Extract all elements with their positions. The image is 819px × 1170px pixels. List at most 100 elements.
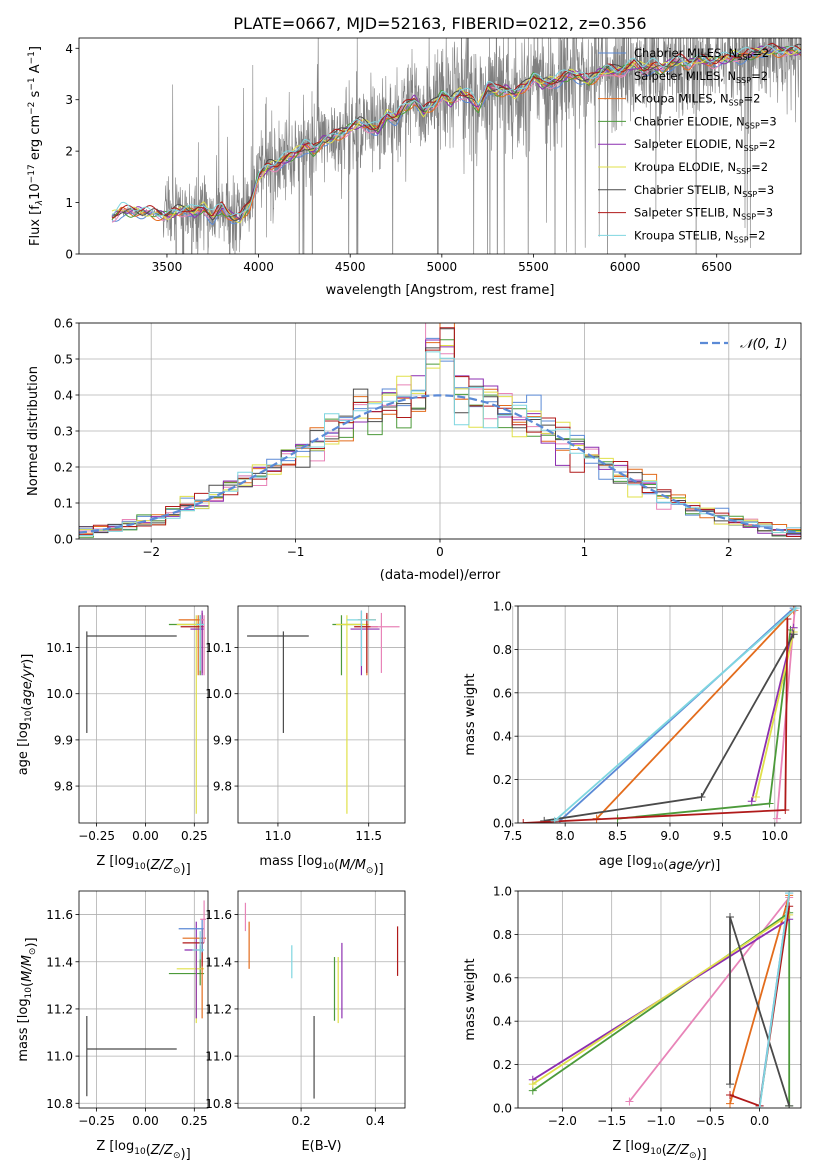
x-tick-label: 0 [436,545,444,559]
legend-nssp: =3 [760,114,777,128]
legend-label: 𝒩(0, 1) [740,337,787,352]
x-tick-label: 8.5 [608,829,627,843]
weight-line-kroupa_miles [595,609,795,820]
axes-frame [78,890,209,1109]
legend-label: Kroupa ELODIE, NSSP=2 [634,160,768,176]
label-part: λ [35,200,45,206]
legend-nssp: =2 [749,228,766,242]
weight-marker-chabrier_stelib [540,816,549,823]
chart-age_vs_Z: −0.25 0.00 0.259.89.910.010.1Z [log10(Z/Z⊙… [16,605,209,877]
legend-label: Salpeter MILES, NSSP=2 [634,69,768,85]
legend-nssp: =3 [756,206,773,220]
y-tick-label: 0.2 [54,461,73,475]
y-tick-label: 1.0 [493,600,512,614]
label-part: )] [24,937,39,947]
x-tick-label: 5500 [518,260,549,274]
label-part: 10 [134,1147,146,1157]
legend-text: Kroupa STELIB, N [634,228,734,242]
x-tick-label: 0.00 [132,1114,159,1128]
x-tick-label: 6500 [701,260,732,274]
label-part: ( [20,706,35,711]
x-tick-label: 1 [581,545,589,559]
y-tick-label: 0.6 [493,686,512,700]
y-axis-label: age [log10(age/yr)] [16,654,35,776]
x-tick-label: 4500 [335,260,366,274]
label-part: age/yr [20,662,35,705]
x-tick-label: 3500 [152,260,183,274]
legend-label: Chabrier MILES, NSSP=2 [634,46,769,62]
y-tick-label: 0.5 [54,353,73,367]
label-part: 10 [24,987,34,999]
weight-marker-kroupa_elodie [751,792,760,801]
x-axis-label: wavelength [Angstrom, rest frame] [326,283,555,298]
chart-mass_vs_ebv: 0.2 0.4 10.8 11.0 11.2 11.4 11.6 E(B-V) [205,890,406,1154]
y-tick-label: 4 [65,42,73,56]
chart-residuals: −2 −1 0 1 2 0.0 0.1 0.2 0.3 0.4 0.5 0.6 (data-model)… [26,317,802,583]
data-spectrum [111,38,801,254]
label-part: ( [663,858,668,873]
x-tick-label: 9.0 [660,829,679,843]
legend-sub: SSP [745,121,760,130]
weight-marker-kroupa_stelib [791,606,800,613]
label-part: )] [181,1147,191,1162]
label-part: 10 [652,862,664,872]
weight-marker-salpeter_stelib [781,805,790,814]
y-tick-label: 3 [65,93,73,107]
label-part: ( [146,858,151,873]
weight-marker-chabrier_stelib [726,1080,735,1089]
weight-marker-salpeter_miles [625,1097,634,1106]
legend-sub: SSP [736,76,751,85]
y-tick-label: 10.1 [46,641,73,655]
x-tick-label: 0.25 [181,829,208,843]
x-tick-label: −1.5 [597,1114,626,1128]
x-tick-label: 8.0 [556,829,575,843]
x-tick-label: 11.0 [265,829,292,843]
x-tick-label: −1.0 [646,1114,675,1128]
y-tick-label: 11.6 [46,908,73,922]
label-part: Z [679,1143,690,1158]
legend-sub: SSP [741,213,756,222]
weight-marker-salpeter_stelib [785,902,794,911]
weight-marker-kroupa_elodie [528,1080,537,1089]
legend-label: Kroupa MILES, NSSP=2 [634,92,760,108]
x-axis-label: (data-model)/error [380,568,501,583]
x-axis-label: Z [log10(Z/Z⊙)] [96,1139,190,1162]
label-part: Z [log [612,1139,650,1154]
y-tick-label: 0.4 [493,730,512,744]
y-tick-label: 11.0 [46,1050,73,1064]
legend-text: Chabrier STELIB, N [634,183,742,197]
label-part: age [log [16,722,31,775]
y-tick-label: 9.8 [54,780,73,794]
y-tick-label: 0.3 [54,425,73,439]
x-tick-label: 9.5 [713,829,732,843]
axes-frame [78,322,802,540]
weight-marker-chabrier_stelib [785,1101,794,1108]
plot-area [528,891,794,1108]
label-part: A [28,64,43,77]
label-part: M [355,858,366,873]
x-tick-label: 4000 [243,260,274,274]
legend-text: Salpeter MILES, N [634,69,736,83]
label-part: Flux [f [28,205,43,246]
x-tick-label: 5000 [427,260,458,274]
plot-area [86,900,207,1097]
x-tick-label: 0.00 [132,829,159,843]
x-axis-label: age [log10(age/yr)] [599,854,721,873]
legend-nssp: =2 [744,92,761,106]
label-part: ⊙ [173,1151,181,1161]
y-tick-label: 0.0 [493,817,512,831]
label-part: ( [20,982,35,987]
chart-spectrum: 3500 4000 4500 5000 5500 6000 6500 0 1 2 3 4 wavelen… [27,37,802,298]
y-tick-label: 0.4 [493,1015,512,1029]
y-tick-label: 10.0 [205,687,232,701]
chart-massweight_vs_age: 7.5 8.0 8.5 9.0 9.5 10.0 0.0 0.2 0.4 0.6 0.8 1.0 age… [463,600,802,873]
label-part: ( [662,1143,667,1158]
y-tick-label: 0.2 [493,1058,512,1072]
y-tick-label: 0.6 [493,971,512,985]
label-part: erg cm [28,115,43,164]
y-tick-label: 0.8 [493,928,512,942]
plot-area [86,610,205,814]
label-part: 10 [323,862,335,872]
label-part: ( [334,858,339,873]
legend-text: Chabrier ELODIE, N [634,114,745,128]
